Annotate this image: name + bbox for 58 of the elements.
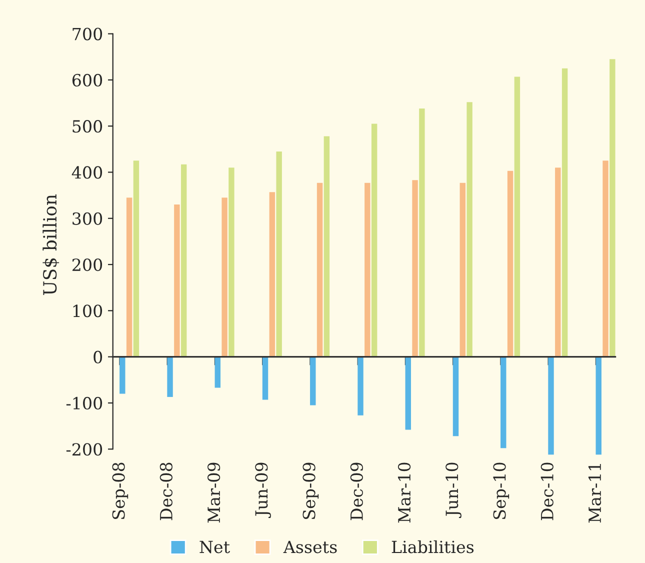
bar bbox=[452, 356, 459, 436]
bar bbox=[507, 170, 514, 357]
legend-label: Assets bbox=[283, 540, 337, 554]
x-tick-label: Dec-10 bbox=[540, 462, 554, 520]
x-tick-label: Mar-09 bbox=[207, 462, 220, 523]
y-tick-label: 600 bbox=[72, 74, 102, 86]
y-tick-label: 0 bbox=[94, 350, 102, 364]
y-tick-label: 200 bbox=[72, 258, 102, 272]
x-tick-label: Sep-10 bbox=[493, 462, 510, 519]
bar bbox=[316, 182, 323, 357]
y-tick-label: 500 bbox=[72, 120, 102, 133]
bar bbox=[514, 76, 520, 357]
legend-label: Net bbox=[200, 540, 230, 554]
x-tick-label: Jun-09 bbox=[255, 462, 271, 518]
bar bbox=[180, 164, 187, 357]
bar bbox=[596, 356, 602, 455]
bar bbox=[222, 198, 228, 357]
y-axis-title: US$ billion bbox=[42, 194, 60, 296]
y-tick-label: 400 bbox=[72, 166, 102, 179]
x-tick-label: Sep-09 bbox=[302, 462, 319, 519]
bar bbox=[364, 182, 370, 357]
bar bbox=[269, 192, 276, 357]
x-tick-label: Sep-08 bbox=[112, 462, 128, 519]
x-tick-label: Dec-09 bbox=[350, 462, 363, 520]
y-tick-label: 700 bbox=[72, 28, 102, 40]
bar bbox=[548, 356, 554, 455]
bar bbox=[419, 108, 425, 357]
bar bbox=[214, 356, 220, 388]
bar bbox=[120, 356, 126, 394]
bar bbox=[324, 136, 330, 357]
y-tick-label: 300 bbox=[72, 212, 102, 225]
bar bbox=[460, 182, 466, 357]
x-tick-label: Mar-11 bbox=[588, 464, 602, 523]
bar bbox=[466, 102, 472, 357]
bar bbox=[262, 356, 268, 400]
bar bbox=[602, 160, 608, 357]
bar bbox=[358, 356, 364, 416]
x-tick-label: Dec-08 bbox=[160, 462, 172, 520]
bar bbox=[167, 356, 173, 397]
bar bbox=[371, 124, 378, 357]
bar bbox=[276, 151, 282, 357]
bar bbox=[174, 204, 180, 357]
y-tick-label: -100 bbox=[66, 396, 102, 410]
bar bbox=[133, 160, 140, 357]
bar bbox=[405, 356, 411, 430]
x-tick-label: Mar-10 bbox=[398, 462, 411, 523]
bar bbox=[228, 168, 234, 357]
bar bbox=[610, 59, 616, 357]
bar bbox=[555, 168, 561, 357]
y-tick-label: -200 bbox=[66, 443, 102, 456]
bar bbox=[562, 68, 568, 357]
bar bbox=[412, 180, 418, 357]
y-tick-label: 100 bbox=[73, 304, 102, 318]
legend-label: Liabilities bbox=[392, 540, 474, 554]
bar bbox=[126, 198, 132, 357]
x-tick-label: Jun-10 bbox=[446, 462, 462, 518]
bar bbox=[310, 356, 316, 406]
bar bbox=[500, 356, 506, 448]
